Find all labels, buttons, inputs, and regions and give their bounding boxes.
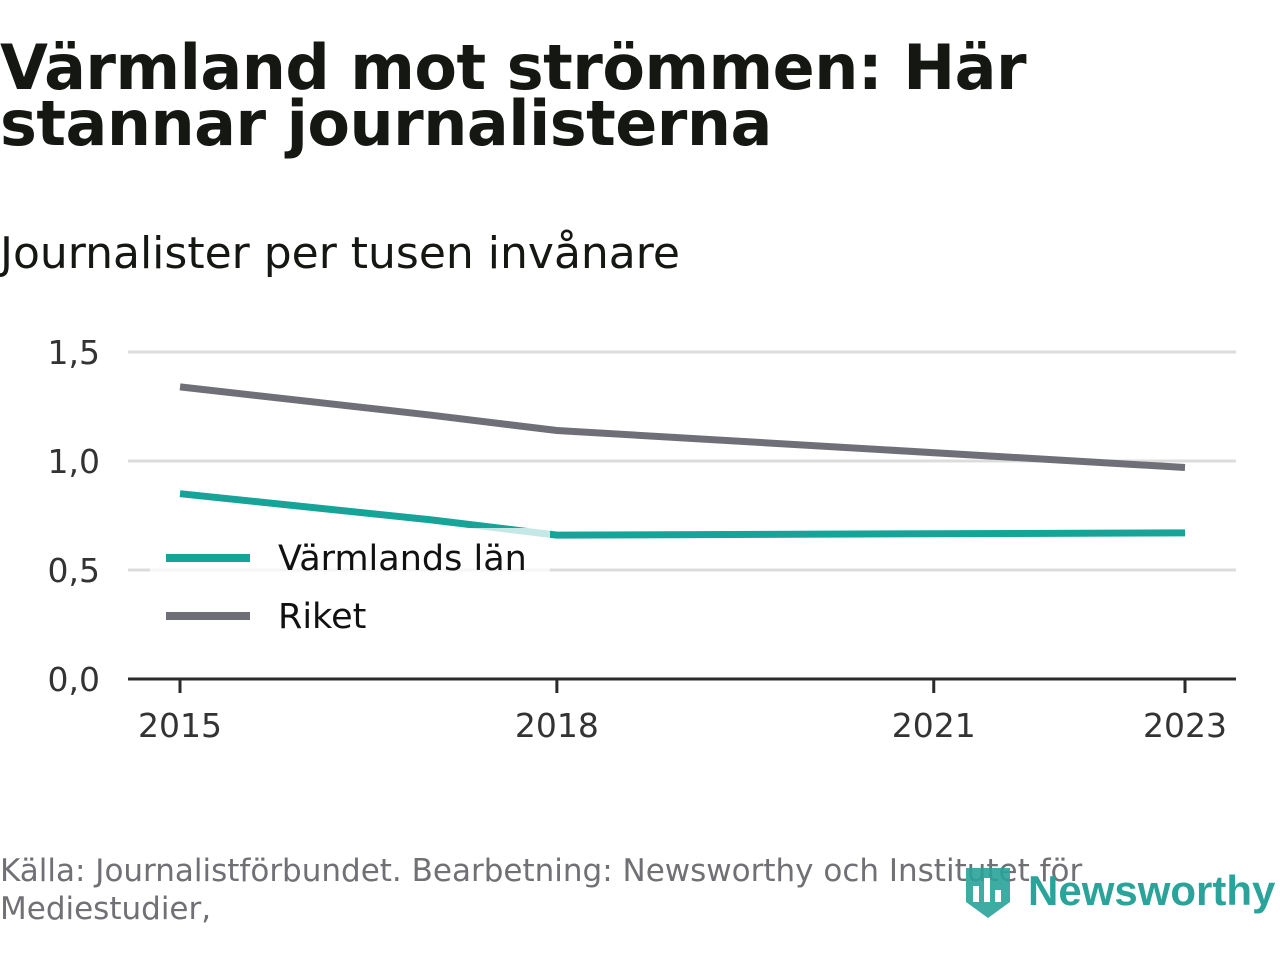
series-line-2	[179, 383, 1186, 471]
y-tick-label: 1,0	[48, 442, 100, 481]
y-tick-label: 1,5	[48, 333, 100, 372]
line-chart: 0,0 0,5 1,0 1,5 2015 2018 2021 2023 Värmlands …	[48, 333, 1236, 745]
x-tick-label: 2018	[515, 706, 599, 745]
x-tick-label: 2023	[1143, 706, 1227, 745]
x-tick-label: 2021	[892, 706, 976, 745]
y-tick-label: 0,0	[48, 660, 100, 699]
y-axis-ticks: 0,0 0,5 1,0 1,5	[48, 333, 100, 699]
series-line-1	[179, 490, 1186, 539]
x-tick-label: 2015	[138, 706, 222, 745]
brand-name: Newsworthy	[1028, 867, 1276, 914]
chart-subtitle: Journalister per tusen invånare	[0, 228, 680, 279]
legend-label: Riket	[278, 597, 366, 637]
x-axis: 2015 2018 2021 2023	[128, 677, 1236, 745]
legend: Värmlands län Riket	[150, 528, 550, 658]
legend-background	[150, 528, 550, 658]
newsworthy-logo-icon	[966, 868, 1010, 918]
chart-title: Värmland mot strömmen: Här stannar journ…	[0, 31, 1027, 160]
series-lines	[179, 383, 1186, 539]
y-tick-label: 0,5	[48, 551, 100, 590]
legend-label: Värmlands län	[278, 539, 527, 579]
newsworthy-logo[interactable]: Newsworthy	[962, 862, 1275, 920]
source-note: Källa: Journalistförbundet. Bearbetning:…	[0, 853, 1083, 927]
